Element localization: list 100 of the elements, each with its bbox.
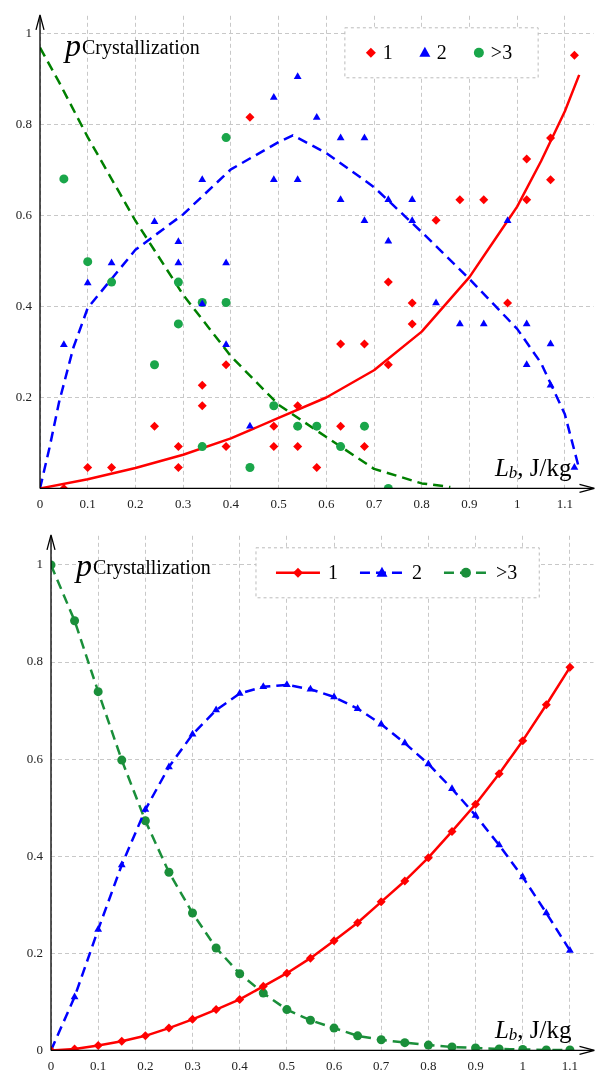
- point: [494, 769, 504, 779]
- point: [173, 319, 183, 329]
- point: [479, 319, 488, 327]
- point: [59, 340, 68, 348]
- point: [329, 1023, 339, 1033]
- point: [258, 981, 268, 991]
- point: [518, 1044, 528, 1051]
- point: [141, 805, 150, 812]
- point: [408, 216, 417, 223]
- point: [384, 195, 393, 203]
- x-tick-label: 1: [519, 1057, 526, 1073]
- x-tick-label: 1.1: [561, 1057, 579, 1073]
- point: [198, 175, 207, 183]
- point: [447, 826, 457, 836]
- point: [424, 759, 433, 767]
- point: [107, 258, 116, 266]
- x-tick-label: 0.2: [127, 495, 144, 511]
- y-tick-label: 0.4: [26, 847, 44, 863]
- point: [423, 1040, 433, 1050]
- point: [447, 1042, 457, 1051]
- point: [174, 258, 183, 266]
- point: [293, 175, 302, 183]
- point: [245, 112, 255, 122]
- point: [569, 50, 579, 60]
- point: [329, 936, 339, 946]
- legend-label: 1: [382, 41, 393, 64]
- x-tick-label: 0.5: [270, 495, 287, 511]
- legend-label: 2: [411, 561, 422, 584]
- point: [140, 816, 150, 826]
- point: [448, 784, 456, 791]
- point: [164, 1023, 174, 1033]
- x-tick-label: 0.1: [90, 1057, 107, 1073]
- point: [173, 442, 183, 452]
- point: [376, 1035, 386, 1045]
- point: [282, 1005, 292, 1015]
- point: [400, 876, 410, 886]
- point: [423, 853, 433, 863]
- point: [293, 442, 303, 452]
- point: [383, 277, 393, 287]
- x-tick-label: 0.2: [137, 1057, 154, 1073]
- point: [269, 442, 279, 452]
- point: [235, 689, 244, 696]
- x-tick-label: 0.8: [420, 1057, 437, 1073]
- legend-label: >3: [490, 41, 513, 64]
- point: [353, 1031, 363, 1041]
- point: [150, 421, 160, 431]
- point: [107, 463, 117, 472]
- y-tick-label: 0.8: [26, 653, 43, 669]
- point: [376, 897, 386, 907]
- point: [93, 1041, 103, 1051]
- point: [456, 319, 464, 327]
- point: [269, 93, 278, 100]
- point: [522, 154, 532, 164]
- x-tick-label: 1: [513, 495, 521, 511]
- point: [359, 339, 369, 349]
- point: [70, 1044, 80, 1051]
- point: [259, 682, 268, 690]
- x-tick-label: 0.6: [318, 495, 335, 511]
- legend-label: 2: [436, 41, 447, 64]
- y-tick-label: 0.2: [26, 944, 43, 960]
- y-tick-label: 0.4: [15, 298, 33, 314]
- point: [518, 872, 527, 880]
- point: [197, 401, 207, 411]
- point: [522, 360, 531, 368]
- point: [546, 175, 556, 185]
- point: [211, 943, 221, 953]
- x-tick-label: 0.8: [413, 495, 430, 511]
- x-tick-label: 0: [47, 1057, 55, 1073]
- x-tick-label: 0.1: [79, 495, 96, 511]
- y-tick-label: 0: [36, 1041, 43, 1057]
- point: [211, 1005, 221, 1015]
- point: [336, 421, 346, 431]
- point: [312, 463, 322, 472]
- point: [235, 994, 245, 1004]
- point: [165, 762, 173, 770]
- point: [173, 277, 183, 287]
- point: [94, 925, 103, 932]
- point: [70, 616, 80, 626]
- point: [117, 1036, 127, 1046]
- point: [150, 217, 159, 224]
- point: [222, 258, 230, 266]
- point: [565, 662, 575, 672]
- point: [282, 968, 292, 978]
- point: [522, 319, 531, 327]
- x-tick-label: 0.9: [467, 1057, 484, 1073]
- point: [360, 216, 369, 223]
- point: [359, 442, 369, 452]
- point: [212, 705, 221, 713]
- point: [432, 298, 440, 306]
- point: [495, 840, 504, 848]
- x-tick-label: 1.1: [556, 495, 573, 511]
- point: [188, 729, 197, 737]
- point: [330, 692, 338, 700]
- point: [471, 1043, 481, 1051]
- point: [542, 908, 551, 916]
- point: [305, 953, 315, 963]
- point: [188, 908, 198, 918]
- point: [174, 237, 183, 244]
- point: [150, 360, 160, 370]
- point: [221, 133, 231, 143]
